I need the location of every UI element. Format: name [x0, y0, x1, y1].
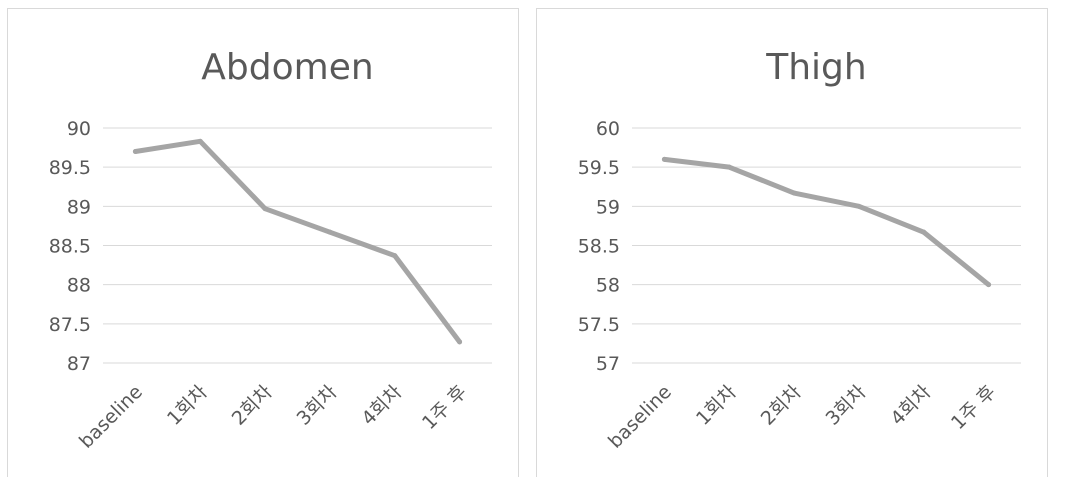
x-tick-label: 1회차: [163, 381, 212, 430]
x-tick-label: baseline: [75, 381, 147, 453]
data-point: [262, 206, 268, 212]
data-point: [921, 229, 927, 235]
thigh-chart-svg: Thigh 57 57.5 58 58.5 59 59.5 60 baseline 1회차 2회차 3…: [578, 47, 1021, 453]
data-point: [132, 149, 138, 154]
y-tick-label: 90: [67, 118, 91, 140]
data-point: [457, 339, 463, 345]
data-point: [791, 190, 797, 196]
series-line: [661, 156, 992, 288]
x-tick-label: 3회차: [293, 381, 342, 430]
chart-abdomen: Abdomen 87 87.5 88 88.5 89 89.5 90 baseline 1회차 2회…: [7, 8, 519, 477]
chart-thigh: Thigh 57 57.5 58 58.5 59 59.5 60 baseline 1회차 2회차 3…: [536, 8, 1048, 477]
x-tick-label: 4회차: [357, 381, 406, 430]
y-tick-label: 88.5: [49, 236, 91, 258]
y-tick-label: 87: [67, 353, 91, 375]
x-tick-label: 1회차: [692, 381, 741, 430]
data-point: [392, 253, 398, 259]
data-point: [197, 138, 203, 144]
y-tick-label: 89: [67, 196, 91, 218]
y-tick-label: 58: [596, 275, 620, 297]
x-tick-label: 1주 후: [947, 381, 1000, 434]
y-tick-label: 87.5: [49, 314, 91, 336]
x-tick-label: 2회차: [228, 381, 277, 430]
x-tick-label: baseline: [604, 381, 676, 453]
x-tick-label: 4회차: [886, 381, 935, 430]
series-line: [132, 138, 463, 345]
chart-title: Abdomen: [201, 47, 373, 88]
chart-title: Thigh: [765, 47, 866, 88]
y-tick-label: 60: [596, 118, 620, 140]
y-tick-label: 88: [67, 275, 91, 297]
data-point: [986, 282, 992, 288]
y-tick-label: 57.5: [578, 314, 620, 336]
y-tick-label: 57: [596, 353, 620, 375]
data-point: [661, 156, 667, 162]
data-point: [726, 164, 732, 170]
y-tick-label: 59.5: [578, 157, 620, 179]
x-tick-label: 2회차: [757, 381, 806, 430]
data-point: [856, 203, 862, 209]
x-tick-label: 3회차: [822, 381, 871, 430]
abdomen-chart-svg: Abdomen 87 87.5 88 88.5 89 89.5 90 baseline 1회차 2회…: [49, 47, 492, 453]
y-tick-label: 58.5: [578, 236, 620, 258]
x-tick-label: 1주 후: [418, 381, 471, 434]
data-point: [327, 229, 333, 235]
y-tick-label: 59: [596, 196, 620, 218]
y-tick-label: 89.5: [49, 157, 91, 179]
